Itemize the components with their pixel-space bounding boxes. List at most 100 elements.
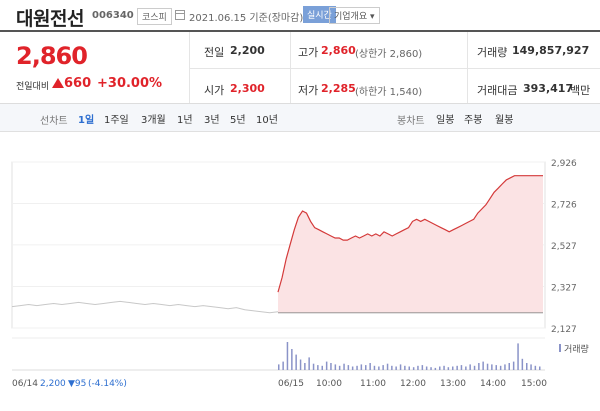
volume-bar: [325, 361, 328, 370]
x-tick-label: 15:00: [521, 379, 547, 389]
divider: [189, 32, 190, 103]
volume-bar: [295, 354, 297, 370]
volume-bar: [469, 364, 471, 370]
volume-bar: [373, 365, 376, 370]
open-label: 시가: [204, 84, 225, 97]
volume-bar: [291, 349, 293, 370]
price-chart-svg: 2,926 2,726 2,527 2,327 2,127 거래량 06/15 10:00 11…: [11, 159, 589, 389]
volume-bar: [382, 365, 384, 370]
volume-bar: [443, 365, 445, 370]
today-line: [277, 175, 543, 293]
volume-bar: [360, 364, 363, 370]
low-value: 2,285: [321, 82, 356, 95]
volume-bar: [330, 363, 332, 370]
amount-value: 393,417: [523, 82, 574, 95]
volume-bar: [421, 365, 424, 370]
up-arrow-icon: [52, 78, 64, 88]
y-tick-label: 2,926: [551, 159, 577, 169]
volume-bar: [391, 365, 393, 370]
change-percent: +30.00%: [97, 76, 163, 91]
volume-bar: [512, 361, 515, 370]
period-3m-button[interactable]: 3개월: [141, 115, 166, 126]
volume-bar: [452, 366, 454, 370]
realtime-button[interactable]: 실시간: [303, 6, 336, 23]
y-tick-label: 2,527: [551, 242, 577, 252]
volume-bar: [439, 366, 441, 370]
amount-label: 거래대금: [477, 84, 518, 97]
market-badge: 코스피: [137, 8, 172, 25]
candle-daily-button[interactable]: 일봉: [436, 115, 455, 126]
volume-bar: [460, 365, 463, 370]
period-5y-button[interactable]: 5년: [230, 115, 246, 126]
low-label: 저가: [298, 84, 319, 97]
volume-bar: [286, 342, 289, 370]
prev-day-line: [11, 300, 279, 314]
x-tick-label: 13:00: [440, 379, 466, 389]
volume-legend-swatch: [559, 344, 561, 352]
company-overview-button[interactable]: 기업개요 ▾: [329, 7, 380, 24]
volume-bar: [478, 363, 480, 370]
volume-bar: [408, 366, 410, 370]
period-3y-button[interactable]: 3년: [204, 115, 220, 126]
divider: [290, 32, 291, 103]
volume-bar: [539, 366, 541, 370]
volume-bar: [312, 363, 315, 370]
today-area: [278, 175, 543, 313]
open-value: 2,300: [230, 82, 265, 95]
stock-header: 대원전선 006340 코스피 2021.06.15 기준(장마감) 실시간 기…: [0, 0, 600, 30]
volume-bar: [504, 364, 506, 370]
volume-bar: [369, 363, 371, 370]
volume-bar: [399, 364, 402, 370]
x-tick-label: 12:00: [400, 379, 426, 389]
prev-compare-label: 전일대비: [16, 82, 50, 92]
period-1w-button[interactable]: 1주일: [104, 115, 129, 126]
candle-chart-label: 봉차트: [397, 116, 425, 127]
volume-bar: [499, 365, 502, 370]
line-chart-label: 선차트: [40, 116, 68, 127]
x-tick-label: 14:00: [480, 379, 506, 389]
candle-weekly-button[interactable]: 주봉: [464, 115, 483, 126]
divider: [189, 68, 600, 69]
volume-bar: [473, 365, 476, 370]
volume-bar: [508, 363, 510, 370]
volume-bar: [486, 363, 489, 370]
volume-bar: [356, 365, 358, 370]
volume-bar: [282, 361, 284, 370]
divider: [467, 32, 468, 103]
volume-bar: [351, 366, 354, 370]
volume-bar: [530, 364, 532, 370]
stock-name: 대원전선: [16, 8, 84, 30]
x-tick-label: 06/15: [278, 379, 304, 389]
volume-bar: [347, 365, 350, 370]
volume-bar: [304, 363, 306, 370]
volume-bar: [412, 367, 415, 370]
current-price: 2,860: [16, 42, 88, 70]
period-1d-button[interactable]: 1일: [78, 115, 95, 126]
price-summary: 2,860 전일대비 660 +30.00% 전일 2,200 시가 2,300…: [0, 30, 600, 104]
x-tick-label: 11:00: [360, 379, 386, 389]
change-value: 660: [64, 76, 92, 91]
prev-day-date: 06/14: [12, 379, 38, 389]
volume-bar: [534, 365, 537, 370]
period-1y-button[interactable]: 1년: [177, 115, 193, 126]
volume-bar: [521, 358, 524, 370]
volume-bar: [465, 366, 467, 370]
low-limit: (하한가 1,540): [355, 87, 423, 98]
volume-value: 149,857,927: [512, 44, 590, 57]
high-limit: (상한가 2,860): [355, 49, 423, 60]
volume-bar: [495, 365, 497, 370]
period-10y-button[interactable]: 10년: [256, 115, 278, 126]
volume-bar: [334, 364, 337, 370]
volume-bar: [491, 364, 493, 370]
y-tick-label: 2,726: [551, 201, 577, 211]
volume-bar: [417, 365, 419, 370]
volume-bar: [343, 363, 345, 370]
stock-code: 006340: [92, 10, 134, 21]
candle-monthly-button[interactable]: 월봉: [495, 115, 514, 126]
prev-close-label: 전일: [204, 46, 225, 59]
prev-day-close: 2,200: [40, 379, 66, 389]
amount-unit: 백만: [570, 84, 591, 97]
volume-bar: [278, 364, 280, 370]
volume-bar: [395, 366, 397, 370]
high-label: 고가: [298, 46, 319, 59]
